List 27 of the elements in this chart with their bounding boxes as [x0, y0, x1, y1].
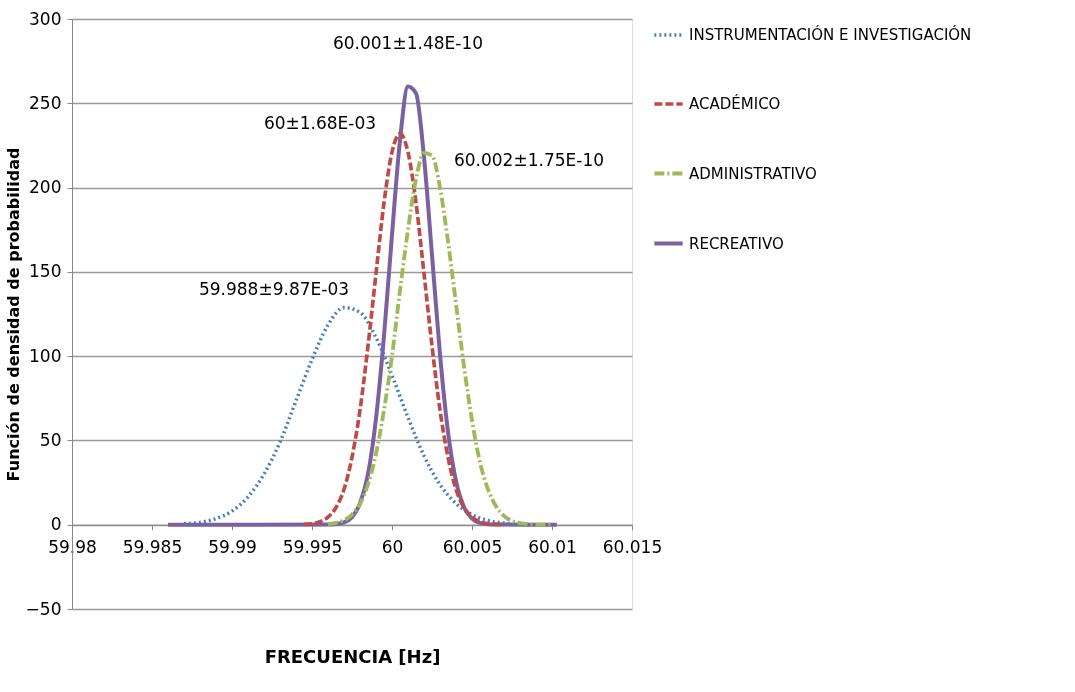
y-tick-label: 0 [50, 514, 62, 535]
legend-label: ADMINISTRATIVO [689, 164, 817, 183]
x-tick-label: 59.98 [48, 537, 97, 558]
x-axis-title: FRECUENCIA [Hz] [264, 645, 441, 667]
y-tick-label: 300 [29, 8, 62, 29]
x-tick-label: 60.015 [602, 537, 663, 558]
annotation: 59.988±9.87E-03 [198, 278, 350, 299]
y-tick-label: 50 [39, 429, 62, 450]
annotation: 60.002±1.75E-10 [453, 150, 605, 171]
x-tick-label: 59.99 [208, 537, 257, 558]
x-tick-label: 59.995 [282, 537, 343, 558]
annotation: 60±1.68E-03 [263, 112, 377, 133]
legend-label: ACADÉMICO [689, 94, 781, 113]
x-tick-label: 59.985 [122, 537, 183, 558]
y-tick-label: −50 [25, 598, 62, 619]
legend-label: RECREATIVO [689, 234, 784, 253]
y-tick-label: 100 [29, 345, 62, 366]
y-tick-label: 150 [29, 261, 62, 282]
legend-label: INSTRUMENTACIÓN E INVESTIGACIÓN [689, 25, 972, 44]
x-tick-label: 60.005 [442, 537, 503, 558]
annotation: 60.001±1.48E-10 [332, 33, 484, 54]
y-axis-title: Función de densidad de probabilidad [3, 147, 23, 482]
line-series [182, 305, 522, 526]
x-tick-label: 60.01 [528, 537, 577, 558]
y-tick-label: 250 [29, 92, 62, 113]
y-tick-label: 200 [29, 177, 62, 198]
x-tick-label: 60 [381, 537, 404, 558]
